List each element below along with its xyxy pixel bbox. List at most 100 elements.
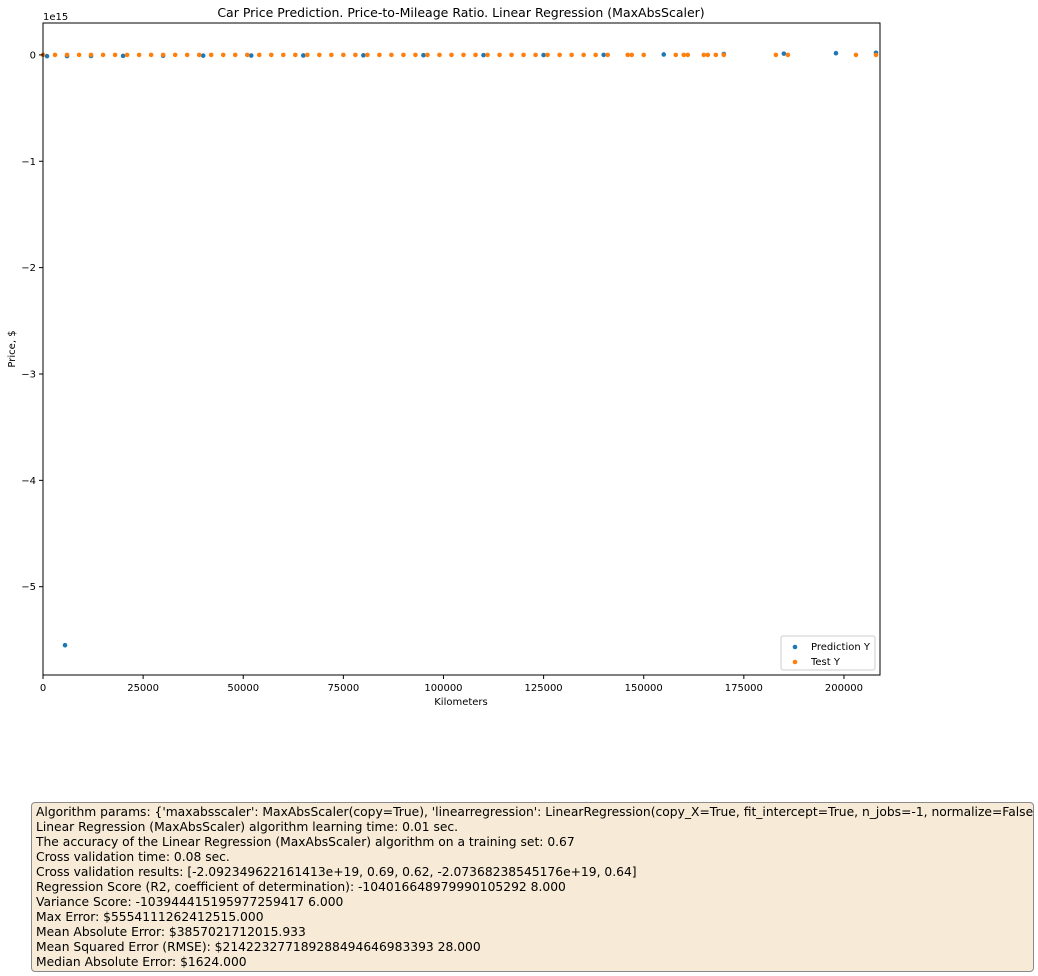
x-tick-label: 125000 xyxy=(525,683,563,694)
point-test-y-22 xyxy=(305,52,310,58)
info-line-max-error: Max Error: $5554111262412515.000 xyxy=(36,910,264,924)
point-test-y-51 xyxy=(673,52,679,58)
point-test-y-2 xyxy=(64,52,70,58)
point-test-y-3 xyxy=(76,52,82,58)
point-test-y-39 xyxy=(509,52,514,58)
x-tick-label: 50000 xyxy=(227,683,259,694)
info-line-variance-score: Variance Score: -103944415195977259417 6… xyxy=(36,895,344,909)
point-test-y-5 xyxy=(100,52,106,58)
point-prediction-y-10 xyxy=(421,52,426,58)
point-test-y-37 xyxy=(485,52,490,58)
point-test-y-6 xyxy=(112,52,118,58)
point-test-y-53 xyxy=(685,52,691,58)
point-test-y-33 xyxy=(437,52,442,58)
point-test-y-12 xyxy=(184,52,190,58)
point-test-y-46 xyxy=(593,52,598,58)
x-tick-label: 100000 xyxy=(424,683,462,694)
info-line-median-ae: Median Absolute Error: $1624.000 xyxy=(36,955,247,969)
point-test-y-30 xyxy=(401,52,406,58)
y-axis-label: Price, $ xyxy=(7,330,18,367)
legend-marker-prediction-y xyxy=(792,644,798,650)
info-line-rmse: Mean Squared Error (RMSE): $214223277189… xyxy=(36,940,481,954)
point-test-y-1 xyxy=(52,52,58,58)
point-test-y-43 xyxy=(557,52,562,58)
plot-area xyxy=(43,23,880,675)
info-line-learning-time: Linear Regression (MaxAbsScaler) algorit… xyxy=(36,820,459,834)
point-test-y-40 xyxy=(521,52,526,58)
point-test-y-27 xyxy=(365,52,370,58)
point-test-y-32 xyxy=(425,52,430,58)
point-test-y-31 xyxy=(413,52,418,58)
point-test-y-23 xyxy=(317,52,322,58)
y-offset-text: 1e15 xyxy=(43,12,68,23)
point-test-y-50 xyxy=(641,52,647,58)
chart: Car Price Prediction. Price-to-Mileage R… xyxy=(7,5,881,708)
point-test-y-58 xyxy=(773,52,779,58)
point-prediction-y-6 xyxy=(200,53,206,58)
point-prediction-y-8 xyxy=(301,53,306,58)
info-line-mae: Mean Absolute Error: $3857021712015.933 xyxy=(36,925,306,939)
chart-title: Car Price Prediction. Price-to-Mileage R… xyxy=(217,5,704,20)
point-test-y-26 xyxy=(353,52,358,58)
point-test-y-10 xyxy=(160,52,166,58)
point-prediction-y-16 xyxy=(781,51,787,56)
y-tick-label: −3 xyxy=(21,369,36,380)
point-test-y-13 xyxy=(196,52,202,58)
point-test-y-38 xyxy=(497,52,502,58)
point-test-y-9 xyxy=(148,52,154,58)
point-test-y-20 xyxy=(280,52,286,58)
point-test-y-54 xyxy=(701,52,707,58)
point-test-y-35 xyxy=(461,52,466,58)
info-line-algorithm-params: Algorithm params: {'maxabsscaler': MaxAb… xyxy=(36,805,1034,819)
x-tick-label: 75000 xyxy=(327,683,359,694)
info-line-r2-score: Regression Score (R2, coefficient of det… xyxy=(36,880,566,894)
y-tick-label: 0 xyxy=(30,50,36,61)
y-tick-label: −5 xyxy=(21,582,36,593)
point-test-y-57 xyxy=(721,52,727,58)
point-test-y-48 xyxy=(625,52,630,58)
info-line-cv-results: Cross validation results: [-2.0923496221… xyxy=(36,865,637,879)
point-test-y-14 xyxy=(208,52,214,58)
point-test-y-8 xyxy=(136,52,142,58)
legend-label-test-y: Test Y xyxy=(810,657,841,668)
y-tick-label: −4 xyxy=(21,476,36,487)
point-prediction-y-4 xyxy=(120,53,126,59)
point-test-y-56 xyxy=(713,52,719,58)
point-test-y-42 xyxy=(545,52,550,58)
x-tick-label: 175000 xyxy=(725,683,763,694)
point-prediction-y-13 xyxy=(601,52,606,58)
plot-frame xyxy=(42,22,881,676)
point-prediction-y-1 xyxy=(44,53,50,59)
point-test-y-55 xyxy=(705,52,711,58)
point-test-y-36 xyxy=(473,52,478,58)
x-tick-label: 25000 xyxy=(127,683,159,694)
point-prediction-y-7 xyxy=(248,53,254,58)
point-test-y-49 xyxy=(629,52,635,58)
y-tick-label: −2 xyxy=(21,263,36,274)
metrics-info-box: Algorithm params: {'maxabsscaler': MaxAb… xyxy=(31,802,1034,972)
point-prediction-y-9 xyxy=(361,53,366,58)
point-test-y-47 xyxy=(605,52,610,58)
point-prediction-y-14 xyxy=(661,52,667,57)
point-test-y-60 xyxy=(853,52,859,58)
legend-label-prediction-y: Prediction Y xyxy=(811,642,871,653)
point-test-y-41 xyxy=(533,52,538,58)
point-prediction-y-11 xyxy=(481,52,486,58)
y-tick-label: −1 xyxy=(21,157,36,168)
point-test-y-18 xyxy=(256,52,262,58)
point-test-y-11 xyxy=(172,52,178,58)
point-test-y-7 xyxy=(124,52,130,58)
legend: Prediction Y Test Y xyxy=(780,635,876,671)
point-test-y-21 xyxy=(293,52,298,58)
point-test-y-25 xyxy=(341,52,346,58)
legend-marker-test-y xyxy=(792,659,798,665)
point-test-y-17 xyxy=(244,52,250,58)
point-test-y-19 xyxy=(268,52,274,58)
point-test-y-52 xyxy=(681,52,687,58)
point-prediction-y-17 xyxy=(833,50,839,56)
x-axis-label: Kilometers xyxy=(434,697,488,708)
point-test-y-29 xyxy=(389,52,394,58)
point-test-y-15 xyxy=(220,52,226,58)
point-test-y-44 xyxy=(569,52,574,58)
x-tick-label: 0 xyxy=(40,683,46,694)
